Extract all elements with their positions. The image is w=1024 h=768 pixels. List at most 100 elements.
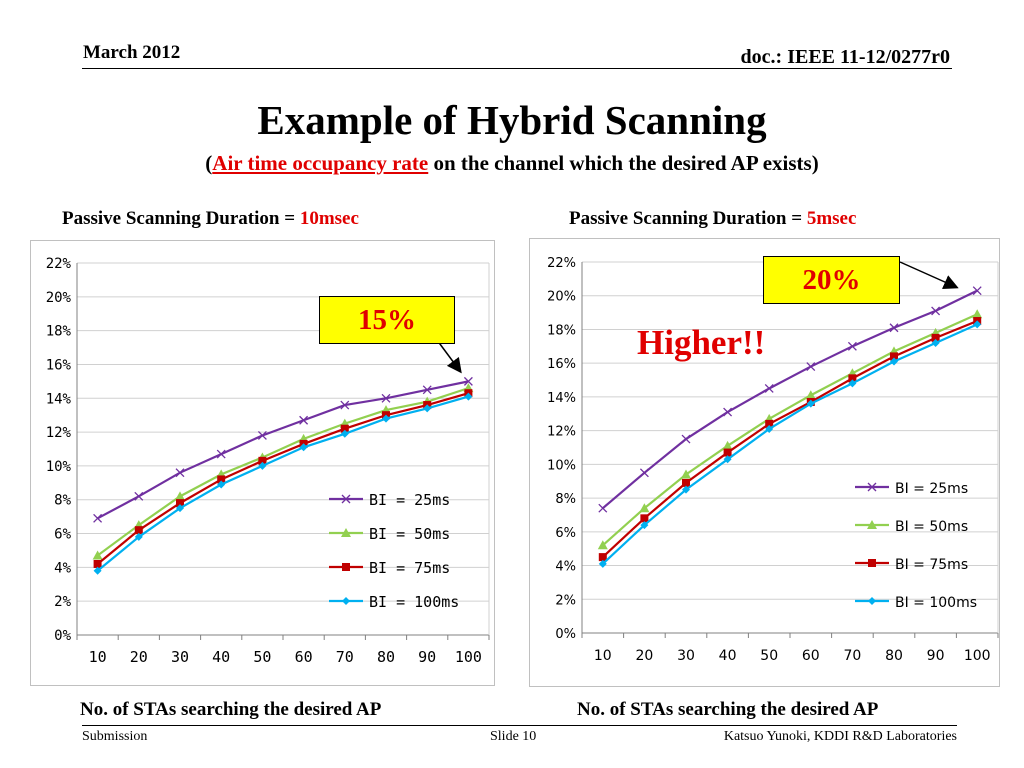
- right-chart-frame: 0% 2% 4% 6% 8% 10% 12% 14% 16% 18% 20% 22% 10 20 30 40 5…: [529, 238, 1000, 687]
- left-line-chart: 0% 2% 4% 6% 8% 10% 12% 14% 16% 18% 20% 22% 10 20 30 40 5…: [46, 256, 490, 666]
- left-callout-arrow: [436, 339, 462, 374]
- right-chart-data-point: [682, 478, 690, 487]
- right-chart-y-tick-label: 4%: [555, 560, 576, 575]
- right-chart-legend-marker: [868, 597, 876, 605]
- right-chart-data-point: [765, 424, 774, 433]
- left-chart-x-tick-label: 100: [455, 648, 482, 666]
- right-duration-label: Passive Scanning Duration =: [569, 208, 807, 229]
- right-chart-data-point: [640, 514, 649, 523]
- left-chart-x-tick-label: 40: [212, 648, 230, 666]
- left-chart-y-tick-label: 20%: [46, 290, 72, 306]
- right-chart-y-tick-label: 20%: [547, 290, 576, 305]
- right-chart-data-point: [973, 320, 982, 329]
- left-chart-x-tick-label: 50: [253, 648, 271, 666]
- left-chart-data-point: [463, 376, 473, 386]
- left-chart-y-tick-label: 12%: [46, 425, 72, 441]
- left-chart-data-point: [93, 566, 102, 575]
- right-chart-data-point: [723, 448, 732, 457]
- left-duration-heading: Passive Scanning Duration = 10msec: [62, 208, 359, 230]
- left-chart-series-line: [96, 387, 469, 557]
- right-chart-data-point: [639, 503, 650, 513]
- right-chart-x-tick-label: 70: [843, 648, 861, 664]
- left-chart-x-tick-label: 10: [89, 648, 107, 666]
- left-chart-x-tick-label: 70: [336, 648, 354, 666]
- left-duration-value: 10msec: [299, 208, 359, 229]
- right-chart-data-point: [848, 374, 857, 383]
- left-x-caption: No. of STAs searching the desired AP: [80, 699, 382, 720]
- right-duration-value: 5msec: [806, 208, 857, 229]
- right-chart-data-point: [723, 407, 733, 417]
- right-chart-data-point: [764, 384, 774, 393]
- right-line-chart: 0% 2% 4% 6% 8% 10% 12% 14% 16% 18% 20% 22% 10 20 30 40 5…: [547, 256, 999, 664]
- left-chart-y-tick-label: 10%: [46, 459, 72, 475]
- right-x-caption: No. of STAs searching the desired AP: [577, 699, 879, 720]
- right-chart-x-tick-label: 100: [964, 648, 991, 664]
- left-chart-data-point: [93, 559, 102, 568]
- left-chart-data-point: [422, 385, 432, 395]
- left-chart-data-point: [92, 550, 103, 560]
- right-chart-y-tick-label: 12%: [547, 425, 576, 440]
- footer-divider: [82, 725, 957, 726]
- left-chart-x-tick-label: 20: [130, 648, 148, 666]
- left-chart-series-line: [96, 395, 469, 572]
- right-chart-series-line: [602, 323, 978, 565]
- left-chart-y-tick-label: 4%: [54, 560, 71, 576]
- right-chart-y-tick-label: 18%: [547, 323, 576, 338]
- left-chart-data-point: [258, 456, 267, 465]
- left-chart-data-point: [340, 429, 349, 438]
- slide-title: Example of Hybrid Scanning: [257, 97, 767, 143]
- left-callout-box: 15%: [319, 296, 455, 344]
- right-chart-x-tick-label: 50: [760, 648, 778, 664]
- left-chart-data-point: [464, 392, 473, 401]
- left-chart-y-tick-label: 22%: [46, 256, 72, 272]
- right-chart-x-tick-label: 90: [927, 648, 945, 664]
- left-chart-data-point: [340, 400, 350, 410]
- footer-author: Katsuo Yunoki, KDDI R&D Laboratories: [723, 729, 957, 744]
- left-chart-legend-label: BI = 75ms: [369, 559, 450, 577]
- left-chart-y-tick-label: 0%: [54, 628, 71, 644]
- left-chart-data-point: [134, 491, 144, 501]
- left-chart-legend-marker: [341, 494, 351, 504]
- left-chart-data-point: [257, 431, 267, 440]
- right-chart-data-point: [972, 286, 982, 296]
- right-chart-y-tick-label: 16%: [547, 357, 576, 372]
- left-chart-data-point: [381, 393, 391, 403]
- left-chart-y-tick-label: 18%: [46, 324, 72, 340]
- left-chart-data-point: [175, 468, 185, 478]
- footer-slide-number: Slide 10: [490, 729, 537, 744]
- left-chart-data-point: [217, 475, 226, 484]
- right-chart-data-point: [722, 440, 733, 450]
- left-chart-data-point: [176, 504, 184, 513]
- subtitle-rest: on the channel which the desired AP exis…: [428, 151, 819, 175]
- right-chart-x-tick-label: 80: [885, 648, 903, 664]
- left-chart-legend-label: BI = 50ms: [369, 525, 450, 543]
- right-chart-data-point: [598, 503, 608, 513]
- right-chart-data-point: [806, 399, 815, 408]
- header-divider: [82, 68, 952, 69]
- left-duration-label: Passive Scanning Duration =: [62, 208, 300, 229]
- right-chart-data-point: [805, 390, 816, 400]
- right-chart-data-point: [681, 469, 691, 479]
- header-date: March 2012: [83, 42, 181, 63]
- right-chart-legend-label: BI = 50ms: [895, 519, 968, 535]
- right-chart-data-point: [931, 333, 940, 342]
- right-chart-y-tick-label: 14%: [547, 391, 576, 406]
- right-chart-data-point: [640, 521, 649, 530]
- right-chart-data-point: [931, 338, 940, 347]
- right-chart-data-point: [890, 357, 898, 366]
- right-chart-data-point: [765, 419, 774, 428]
- right-chart-x-tick-label: 60: [802, 648, 820, 664]
- left-chart-x-tick-label: 90: [418, 648, 436, 666]
- left-chart-legend-marker: [341, 528, 351, 537]
- footer-submission: Submission: [82, 729, 148, 744]
- right-chart-legend-label: BI = 75ms: [895, 557, 968, 573]
- higher-emphasis: Higher!!: [637, 323, 766, 362]
- right-chart-y-tick-label: 6%: [555, 526, 576, 541]
- left-chart-data-point: [258, 461, 267, 470]
- right-chart-data-point: [597, 540, 608, 550]
- right-chart-y-tick-label: 22%: [547, 256, 576, 271]
- left-chart-data-point: [299, 443, 308, 452]
- left-chart-data-point: [176, 499, 184, 508]
- right-chart-data-point: [639, 468, 649, 478]
- left-chart-series-line: [96, 392, 469, 565]
